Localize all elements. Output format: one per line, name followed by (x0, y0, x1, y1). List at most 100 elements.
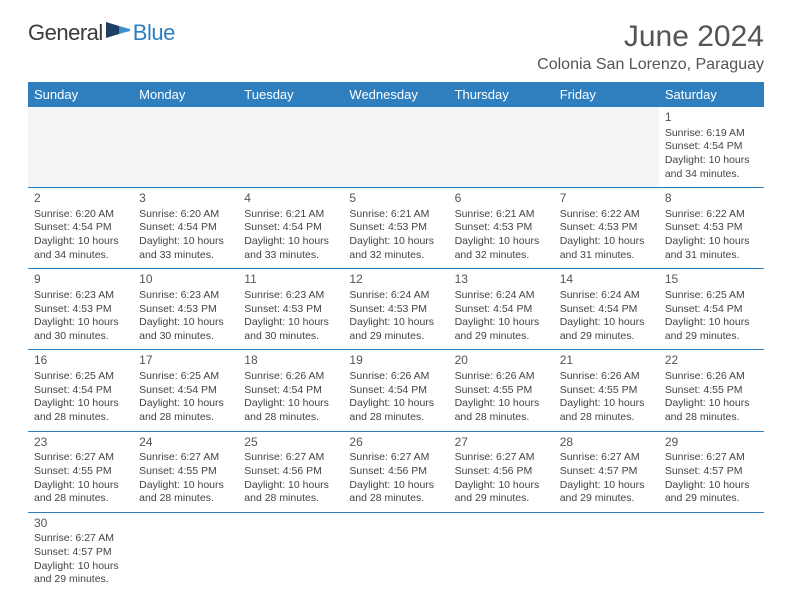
day-number: 11 (244, 272, 337, 288)
sunrise-text: Sunrise: 6:24 AM (560, 289, 653, 303)
daylight-text: Daylight: 10 hours (455, 479, 548, 493)
calendar-cell: 26Sunrise: 6:27 AMSunset: 4:56 PMDayligh… (343, 431, 448, 512)
weekday-header: Sunday (28, 82, 133, 107)
daylight-text: and 33 minutes. (139, 249, 232, 263)
title-month: June 2024 (537, 20, 764, 54)
daylight-text: and 28 minutes. (455, 411, 548, 425)
sunrise-text: Sunrise: 6:26 AM (665, 370, 758, 384)
sunrise-text: Sunrise: 6:21 AM (455, 208, 548, 222)
daylight-text: and 29 minutes. (455, 492, 548, 506)
weekday-header: Saturday (659, 82, 764, 107)
day-number: 9 (34, 272, 127, 288)
sunrise-text: Sunrise: 6:24 AM (349, 289, 442, 303)
day-number: 7 (560, 191, 653, 207)
sunrise-text: Sunrise: 6:22 AM (560, 208, 653, 222)
day-number: 3 (139, 191, 232, 207)
calendar-cell: 19Sunrise: 6:26 AMSunset: 4:54 PMDayligh… (343, 350, 448, 431)
calendar-cell: 27Sunrise: 6:27 AMSunset: 4:56 PMDayligh… (449, 431, 554, 512)
sunset-text: Sunset: 4:57 PM (665, 465, 758, 479)
day-number: 17 (139, 353, 232, 369)
daylight-text: and 32 minutes. (455, 249, 548, 263)
day-number: 5 (349, 191, 442, 207)
calendar-cell (343, 512, 448, 593)
day-number: 22 (665, 353, 758, 369)
calendar-cell: 24Sunrise: 6:27 AMSunset: 4:55 PMDayligh… (133, 431, 238, 512)
calendar-cell: 28Sunrise: 6:27 AMSunset: 4:57 PMDayligh… (554, 431, 659, 512)
calendar-cell: 8Sunrise: 6:22 AMSunset: 4:53 PMDaylight… (659, 188, 764, 269)
sunrise-text: Sunrise: 6:24 AM (455, 289, 548, 303)
calendar-cell: 16Sunrise: 6:25 AMSunset: 4:54 PMDayligh… (28, 350, 133, 431)
sunset-text: Sunset: 4:56 PM (455, 465, 548, 479)
day-number: 21 (560, 353, 653, 369)
day-number: 23 (34, 435, 127, 451)
sunset-text: Sunset: 4:53 PM (349, 303, 442, 317)
calendar-cell: 3Sunrise: 6:20 AMSunset: 4:54 PMDaylight… (133, 188, 238, 269)
logo-general-text: General (28, 20, 103, 46)
daylight-text: Daylight: 10 hours (244, 479, 337, 493)
sunset-text: Sunset: 4:55 PM (665, 384, 758, 398)
sunrise-text: Sunrise: 6:27 AM (34, 532, 127, 546)
daylight-text: and 33 minutes. (244, 249, 337, 263)
daylight-text: and 34 minutes. (665, 168, 758, 182)
calendar-cell (554, 107, 659, 188)
daylight-text: Daylight: 10 hours (349, 479, 442, 493)
calendar-cell: 22Sunrise: 6:26 AMSunset: 4:55 PMDayligh… (659, 350, 764, 431)
daylight-text: Daylight: 10 hours (665, 479, 758, 493)
daylight-text: Daylight: 10 hours (349, 235, 442, 249)
sunset-text: Sunset: 4:55 PM (560, 384, 653, 398)
sunset-text: Sunset: 4:54 PM (349, 384, 442, 398)
daylight-text: and 29 minutes. (34, 573, 127, 587)
daylight-text: and 31 minutes. (665, 249, 758, 263)
sunset-text: Sunset: 4:53 PM (560, 221, 653, 235)
sunset-text: Sunset: 4:54 PM (34, 384, 127, 398)
day-number: 27 (455, 435, 548, 451)
calendar-cell (659, 512, 764, 593)
weekday-header: Tuesday (238, 82, 343, 107)
calendar-cell (449, 107, 554, 188)
sunset-text: Sunset: 4:54 PM (244, 384, 337, 398)
day-number: 15 (665, 272, 758, 288)
daylight-text: and 32 minutes. (349, 249, 442, 263)
sunset-text: Sunset: 4:53 PM (34, 303, 127, 317)
day-number: 25 (244, 435, 337, 451)
daylight-text: Daylight: 10 hours (560, 316, 653, 330)
daylight-text: Daylight: 10 hours (139, 479, 232, 493)
calendar-cell: 23Sunrise: 6:27 AMSunset: 4:55 PMDayligh… (28, 431, 133, 512)
logo: General Blue (28, 20, 175, 46)
daylight-text: and 29 minutes. (560, 330, 653, 344)
header: General Blue June 2024 Colonia San Loren… (28, 20, 764, 74)
daylight-text: and 28 minutes. (665, 411, 758, 425)
sunset-text: Sunset: 4:54 PM (665, 303, 758, 317)
daylight-text: Daylight: 10 hours (349, 316, 442, 330)
day-number: 13 (455, 272, 548, 288)
daylight-text: and 28 minutes. (560, 411, 653, 425)
sunrise-text: Sunrise: 6:23 AM (244, 289, 337, 303)
calendar-cell: 5Sunrise: 6:21 AMSunset: 4:53 PMDaylight… (343, 188, 448, 269)
day-number: 8 (665, 191, 758, 207)
weekday-header-row: Sunday Monday Tuesday Wednesday Thursday… (28, 82, 764, 107)
calendar-cell: 13Sunrise: 6:24 AMSunset: 4:54 PMDayligh… (449, 269, 554, 350)
daylight-text: Daylight: 10 hours (139, 397, 232, 411)
daylight-text: and 29 minutes. (455, 330, 548, 344)
day-number: 1 (665, 110, 758, 126)
daylight-text: and 34 minutes. (34, 249, 127, 263)
day-number: 18 (244, 353, 337, 369)
daylight-text: Daylight: 10 hours (244, 316, 337, 330)
calendar-cell (238, 512, 343, 593)
sunset-text: Sunset: 4:53 PM (139, 303, 232, 317)
sunrise-text: Sunrise: 6:20 AM (34, 208, 127, 222)
sunset-text: Sunset: 4:54 PM (34, 221, 127, 235)
day-number: 14 (560, 272, 653, 288)
sunset-text: Sunset: 4:53 PM (665, 221, 758, 235)
calendar-cell: 30Sunrise: 6:27 AMSunset: 4:57 PMDayligh… (28, 512, 133, 593)
calendar-cell (554, 512, 659, 593)
daylight-text: Daylight: 10 hours (139, 235, 232, 249)
day-number: 20 (455, 353, 548, 369)
calendar-cell: 25Sunrise: 6:27 AMSunset: 4:56 PMDayligh… (238, 431, 343, 512)
calendar-cell: 6Sunrise: 6:21 AMSunset: 4:53 PMDaylight… (449, 188, 554, 269)
calendar-cell (28, 107, 133, 188)
calendar-row: 2Sunrise: 6:20 AMSunset: 4:54 PMDaylight… (28, 188, 764, 269)
daylight-text: Daylight: 10 hours (455, 316, 548, 330)
daylight-text: and 28 minutes. (349, 492, 442, 506)
calendar-row: 16Sunrise: 6:25 AMSunset: 4:54 PMDayligh… (28, 350, 764, 431)
